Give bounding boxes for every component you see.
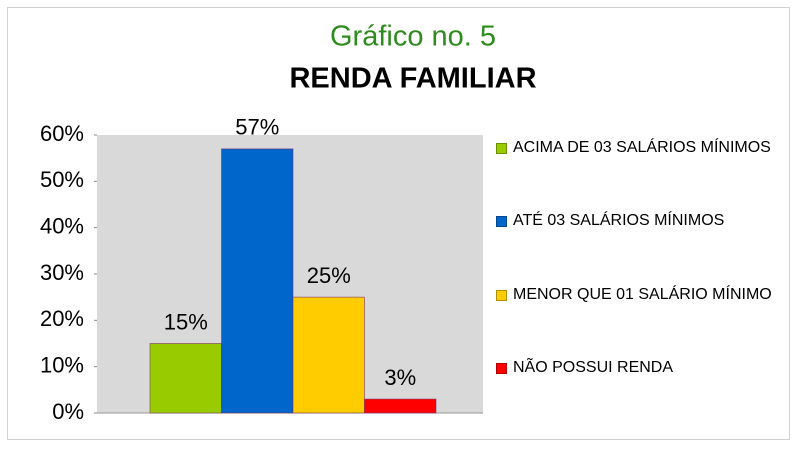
y-tick-label: 50% [40, 167, 84, 192]
legend-swatch [496, 143, 507, 154]
data-label: 57% [235, 115, 279, 140]
legend-label: NÃO POSSUI RENDA [513, 359, 674, 376]
bar [364, 398, 437, 414]
bar [292, 296, 365, 414]
data-label: 15% [164, 309, 208, 334]
legend-item: ACIMA DE 03 SALÁRIOS MÍNIMOS [496, 135, 781, 161]
bar [221, 148, 294, 414]
legend-label: ACIMA DE 03 SALÁRIOS MÍNIMOS [513, 139, 771, 156]
y-tick-label: 0% [52, 399, 84, 424]
data-label: 3% [384, 365, 416, 390]
y-tick-label: 10% [40, 352, 84, 377]
y-tick-label: 30% [40, 260, 84, 285]
data-label: 25% [307, 263, 351, 288]
legend-swatch [496, 290, 507, 301]
legend-label: ATÉ 03 SALÁRIOS MÍNIMOS [513, 212, 725, 229]
legend-item: ATÉ 03 SALÁRIOS MÍNIMOS [496, 208, 781, 234]
legend-swatch [496, 363, 507, 374]
y-tick-label: 40% [40, 213, 84, 238]
chart-title: Gráfico no. 5 [330, 21, 496, 53]
legend-item: MENOR QUE 01 SALÁRIO MÍNIMO [496, 282, 781, 308]
y-tick-label: 60% [40, 121, 84, 146]
legend-label: MENOR QUE 01 SALÁRIO MÍNIMO [513, 286, 772, 303]
legend-swatch [496, 216, 507, 227]
chart-subtitle: RENDA FAMILIAR [289, 63, 536, 95]
bar [149, 343, 222, 414]
legend-item: NÃO POSSUI RENDA [496, 355, 781, 381]
y-tick-label: 20% [40, 306, 84, 331]
